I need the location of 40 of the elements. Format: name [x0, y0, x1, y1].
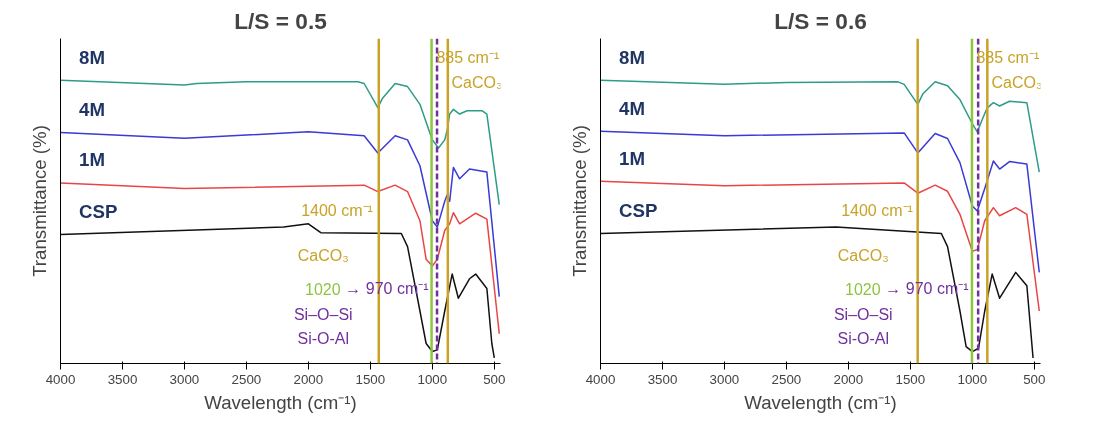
chart-title: L/S = 0.5	[234, 7, 327, 34]
annotation: CaCO₃	[297, 246, 349, 264]
series-label: 1M	[79, 149, 106, 171]
annotation: Si-O-Al	[297, 330, 350, 347]
x-tick-label: 2500	[231, 371, 262, 387]
annotation: 1020	[305, 280, 341, 298]
x-tick-label: 500	[1023, 371, 1046, 387]
x-tick-label: 3500	[647, 371, 678, 387]
annotation: CaCO₃	[837, 246, 889, 264]
x-tick-label: 1500	[895, 371, 926, 387]
annotation: Si–O–Si	[833, 306, 893, 324]
series-label: CSP	[619, 200, 658, 221]
annotation: Si–O–Si	[293, 306, 353, 324]
series-label: 4M	[619, 97, 646, 119]
x-tick-label: 3000	[709, 371, 740, 387]
series-label: 4M	[79, 98, 106, 120]
annotation: 1400 cm⁻¹	[841, 202, 913, 220]
x-tick-label: 4000	[45, 371, 76, 387]
x-tick-label: 2500	[771, 371, 802, 387]
series-label: 8M	[619, 46, 646, 68]
x-axis-title: Wavelength (cm⁻¹)	[204, 391, 357, 413]
x-axis-title: Wavelength (cm⁻¹)	[744, 391, 897, 413]
x-tick-label: 3500	[107, 371, 138, 387]
chart-title: L/S = 0.6	[774, 7, 867, 34]
annotation: 1020	[845, 280, 881, 298]
x-tick-label: 1000	[957, 371, 988, 387]
x-tick-label: 1500	[355, 371, 386, 387]
y-axis-title: Transmittance (%)	[568, 125, 590, 277]
series-label: CSP	[79, 201, 118, 223]
annotation: Si-O-Al	[837, 330, 890, 347]
x-tick-label: 3000	[169, 371, 200, 387]
x-tick-label: 4000	[585, 371, 616, 387]
x-tick-label: 1000	[417, 371, 448, 387]
y-axis-title: Transmittance (%)	[28, 125, 50, 277]
x-tick-label: 2000	[833, 371, 864, 387]
x-tick-label: 500	[483, 371, 506, 387]
series-label: 8M	[79, 46, 106, 68]
annotation: 1400 cm⁻¹	[301, 202, 373, 220]
x-tick-label: 2000	[293, 371, 324, 387]
series-label: 1M	[619, 147, 646, 169]
